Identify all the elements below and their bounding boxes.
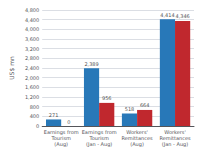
svg-text:Workers': Workers' [164,129,186,135]
svg-text:271: 271 [49,112,59,118]
svg-text:Tourism: Tourism [51,135,71,141]
svg-text:4,400: 4,400 [25,17,39,23]
svg-text:0: 0 [67,119,70,125]
svg-text:Workers': Workers' [126,129,148,135]
svg-text:3,200: 3,200 [25,46,39,52]
svg-text:(Jan - Aug): (Jan - Aug) [86,141,112,148]
svg-text:(Aug): (Aug) [54,141,68,148]
svg-text:(Jan - Aug): (Jan - Aug) [162,141,188,148]
svg-text:400: 400 [30,113,40,119]
svg-text:800: 800 [30,104,40,110]
svg-text:956: 956 [102,95,112,101]
svg-text:Earnings from: Earnings from [81,129,117,135]
svg-text:2,389: 2,389 [84,61,98,67]
svg-text:518: 518 [125,106,135,112]
svg-text:2,800: 2,800 [25,55,39,61]
svg-text:2,000: 2,000 [25,75,39,81]
svg-text:4,414: 4,414 [160,12,174,18]
svg-text:Remittances: Remittances [159,135,191,141]
svg-text:0: 0 [36,123,39,129]
svg-text:2,400: 2,400 [25,65,39,71]
svg-text:664: 664 [140,102,150,108]
svg-text:Tourism: Tourism [89,135,109,141]
svg-text:4,000: 4,000 [25,26,39,32]
svg-text:4,346: 4,346 [175,13,189,19]
svg-text:(Aug): (Aug) [130,141,144,148]
svg-text:3,600: 3,600 [25,36,39,42]
svg-text:Earnings from: Earnings from [43,129,79,135]
svg-text:1,200: 1,200 [25,94,39,100]
svg-text:1,600: 1,600 [25,84,39,90]
svg-text:US$ mn: US$ mn [8,56,15,80]
svg-text:Remittances: Remittances [121,135,153,141]
svg-text:4,800: 4,800 [25,7,39,13]
